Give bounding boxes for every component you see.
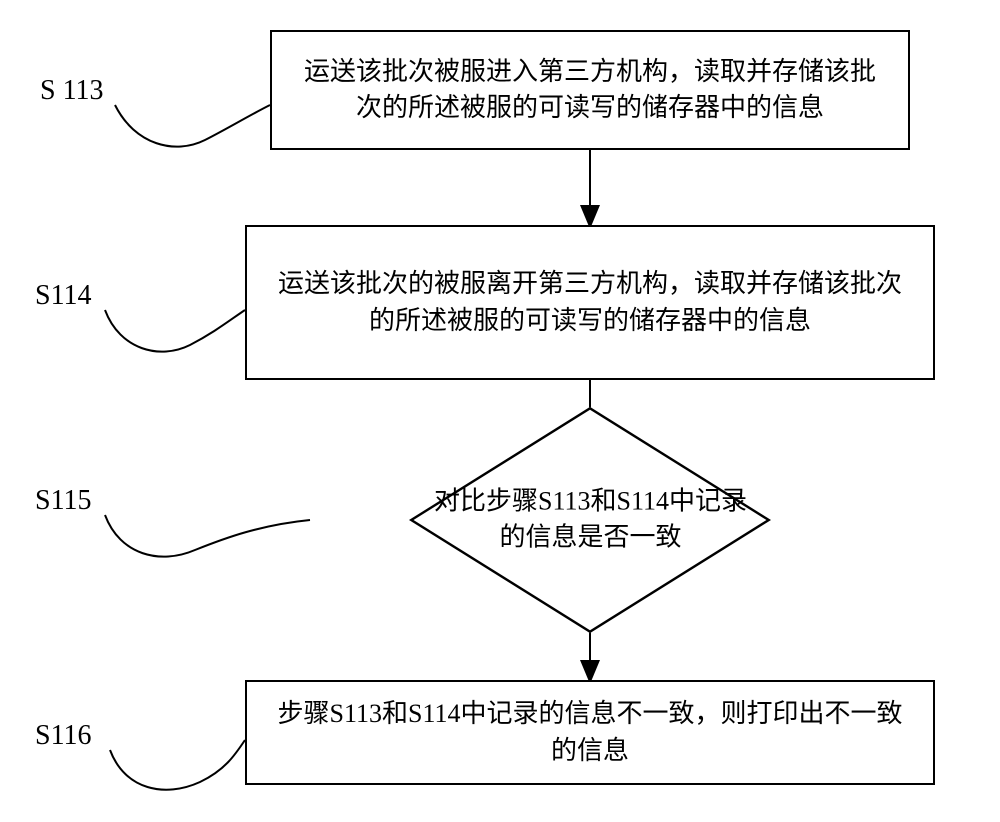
node-s114: 运送该批次的被服离开第三方机构，读取并存储该批次的所述被服的可读写的储存器中的信… (245, 225, 935, 380)
node-s116: 步骤S113和S114中记录的信息不一致，则打印出不一致的信息 (245, 680, 935, 785)
label-connector-s115 (105, 515, 310, 557)
node-s114-text: 运送该批次的被服离开第三方机构，读取并存储该批次的所述被服的可读写的储存器中的信… (267, 266, 913, 339)
label-connector-s113 (115, 105, 270, 147)
label-s113: S 113 (40, 75, 104, 107)
node-s115-text: 对比步骤S113和S114中记录的信息是否一致 (433, 484, 748, 557)
label-connector-s116 (110, 740, 245, 790)
label-connector-s114 (105, 310, 245, 352)
label-s116: S116 (35, 720, 92, 752)
flowchart-canvas: S 113 运送该批次被服进入第三方机构，读取并存储该批次的所述被服的可读写的储… (0, 0, 1000, 822)
label-s114: S114 (35, 280, 92, 312)
node-s113: 运送该批次被服进入第三方机构，读取并存储该批次的所述被服的可读写的储存器中的信息 (270, 30, 910, 150)
node-s113-text: 运送该批次被服进入第三方机构，读取并存储该批次的所述被服的可读写的储存器中的信息 (292, 54, 888, 127)
node-s115: 对比步骤S113和S114中记录的信息是否一致 (478, 440, 703, 600)
label-s115: S115 (35, 485, 92, 517)
node-s116-text: 步骤S113和S114中记录的信息不一致，则打印出不一致的信息 (267, 696, 913, 769)
